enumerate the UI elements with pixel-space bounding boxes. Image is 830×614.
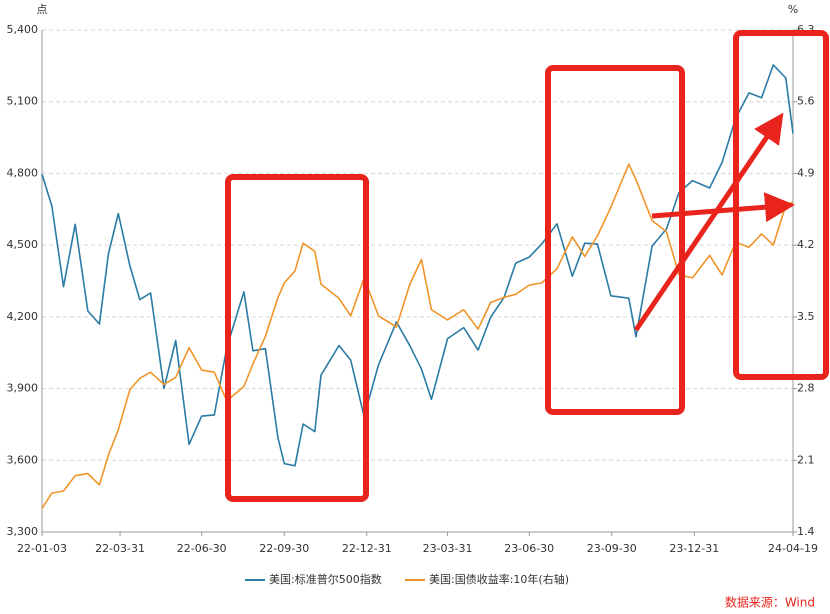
y-tick-label: 4,800	[7, 166, 39, 179]
y2-tick-label: 4.2	[797, 238, 815, 251]
y2-axis-unit: %	[788, 3, 798, 16]
x-tick-label: 23-09-30	[587, 542, 637, 555]
x-tick-label: 23-03-31	[423, 542, 473, 555]
y-tick-label: 3,600	[7, 453, 39, 466]
series-line	[41, 64, 794, 467]
y-tick-label: 5,100	[7, 95, 39, 108]
y2-tick-label: 2.8	[797, 382, 815, 395]
y-axis-unit: 点	[37, 3, 48, 16]
highlight-box	[225, 174, 369, 502]
x-tick-label: 22-09-30	[259, 542, 309, 555]
x-tick-label: 23-06-30	[504, 542, 554, 555]
x-tick-label: 22-06-30	[177, 542, 227, 555]
x-tick-label: 24-04-19	[768, 542, 818, 555]
annotation-arrow	[633, 112, 784, 332]
y-tick-label: 3,300	[7, 525, 39, 538]
legend-label: 美国:标准普尔500指数	[269, 572, 382, 586]
series-line	[41, 163, 794, 509]
x-tick-label: 22-12-31	[342, 542, 392, 555]
x-tick-label: 23-12-31	[669, 542, 719, 555]
y2-tick-label: 1.4	[797, 525, 815, 538]
source-note: 数据来源：Wind	[725, 595, 815, 610]
y2-tick-label: 3.5	[797, 310, 815, 323]
y-tick-label: 4,200	[7, 310, 39, 323]
x-tick-label: 22-01-03	[17, 542, 67, 555]
y2-tick-label: 2.1	[797, 453, 815, 466]
y-tick-label: 4,500	[7, 238, 39, 251]
legend-label: 美国:国债收益率:10年(右轴)	[429, 572, 569, 586]
y2-tick-label: 4.9	[797, 166, 815, 179]
annotation-arrow	[651, 192, 795, 223]
highlight-box	[545, 65, 685, 415]
y2-tick-label: 5.6	[797, 95, 815, 108]
x-tick-label: 22-03-31	[95, 542, 145, 555]
y-tick-label: 3,900	[7, 382, 39, 395]
y-tick-label: 5,400	[7, 23, 39, 36]
highlight-box	[733, 30, 829, 380]
